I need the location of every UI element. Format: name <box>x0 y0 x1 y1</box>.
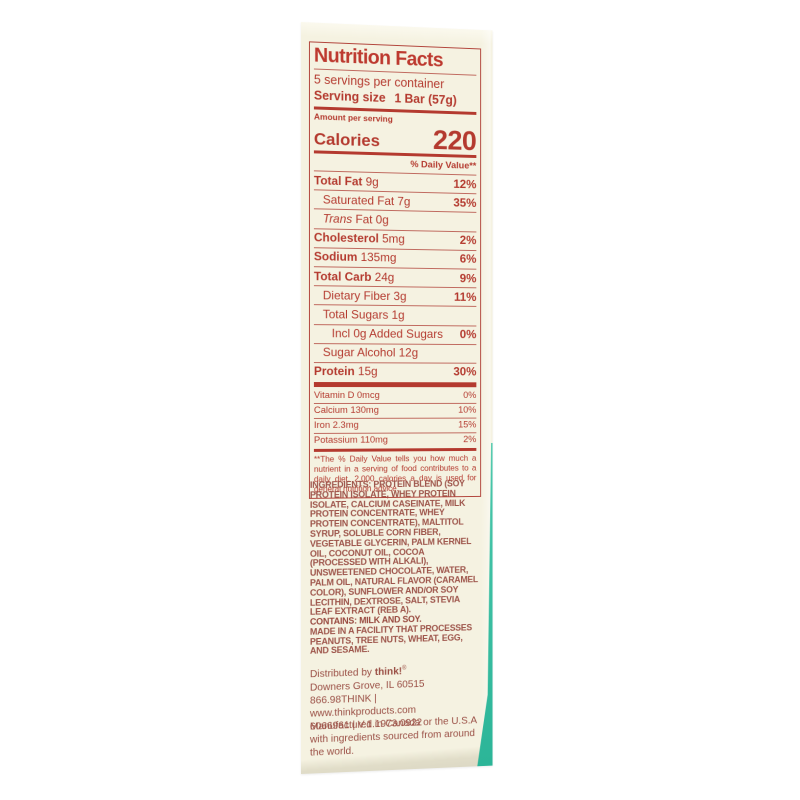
nutrient-dv: 15% <box>458 419 477 431</box>
nutrient-name: Calcium 130mg <box>313 404 379 416</box>
registered-mark: ® <box>402 665 407 672</box>
nutrient-name: Sugar Alcohol 12g <box>322 345 419 360</box>
nutrient-name: Protein 15g <box>313 364 378 379</box>
thick-divider-bar <box>313 382 477 388</box>
nutrition-facts-panel: Nutrition Facts 5 servings per container… <box>308 41 482 500</box>
nutrient-name: Sodium 135mg <box>313 249 397 265</box>
nutrient-row-sugar-alcohol: Sugar Alcohol 12g <box>313 343 477 364</box>
product-package-side-panel: Nutrition Facts 5 servings per container… <box>301 22 493 774</box>
nutrient-name: Trans Fat 0g <box>322 211 389 227</box>
nutrient-row-total-carb: Total Carb 24g 9% <box>313 267 477 289</box>
nutrient-row-dietary-fiber: Dietary Fiber 3g 11% <box>313 286 477 308</box>
package-top-sheen <box>301 22 493 45</box>
nutrient-dv: 35% <box>453 195 477 210</box>
micronutrient-row-iron: Iron 2.3mg 15% <box>313 418 477 435</box>
nutrient-dv: 2% <box>463 434 477 446</box>
calories-value: 220 <box>432 124 477 157</box>
manufactured-statement: Manufactured in Canada or the U.S.A with… <box>309 715 477 759</box>
nutrient-dv: 9% <box>459 270 477 285</box>
calories-label: Calories <box>313 129 380 151</box>
ingredients-text: PROTEIN BLEND (SOY PROTEIN ISOLATE, WHEY… <box>309 478 478 618</box>
nutrient-name: Vitamin D 0mcg <box>313 389 380 401</box>
micronutrient-row-potassium: Potassium 110mg 2% <box>314 434 476 449</box>
nutrient-dv: 11% <box>453 289 477 304</box>
nutrient-name: Cholesterol 5mg <box>313 230 405 247</box>
nutrient-row-sodium: Sodium 135mg 6% <box>313 247 477 270</box>
nutrient-dv: 2% <box>459 233 477 248</box>
micronutrient-row-calcium: Calcium 130mg 10% <box>313 404 477 420</box>
nutrient-name: Dietary Fiber 3g <box>322 287 407 303</box>
facility-statement: MADE IN A FACILITY THAT PROCESSES PEANUT… <box>309 622 472 657</box>
nutrient-dv: 6% <box>459 252 477 267</box>
serving-size-value: 1 Bar (57g) <box>394 91 457 108</box>
divider-bar <box>313 448 477 453</box>
serving-size-label: Serving size <box>313 88 386 105</box>
nutrient-dv: 12% <box>453 176 477 191</box>
calories-row: Calories 220 <box>313 121 477 157</box>
nutrient-row-protein: Protein 15g 30% <box>314 363 476 381</box>
nutrient-name: Saturated Fat 7g <box>322 192 411 209</box>
nutrient-row-total-sugars: Total Sugars 1g <box>313 305 477 327</box>
nutrient-dv: 30% <box>453 365 477 379</box>
micronutrient-row-vitamin-d: Vitamin D 0mcg 0% <box>313 389 477 405</box>
brand-name: think! <box>374 666 403 678</box>
nutrient-dv: 0% <box>463 390 477 401</box>
nutrient-name: Incl 0g Added Sugars <box>331 326 443 342</box>
nutrient-dv: 0% <box>459 327 477 342</box>
nutrition-facts-title: Nutrition Facts <box>313 44 477 76</box>
nutrient-name: Iron 2.3mg <box>313 419 359 431</box>
nutrient-name: Total Carb 24g <box>313 268 395 284</box>
nutrient-row-added-sugars: Incl 0g Added Sugars 0% <box>313 324 477 345</box>
nutrient-dv: 10% <box>458 404 477 416</box>
nutrient-name: Total Sugars 1g <box>322 307 405 322</box>
nutrient-name: Total Fat 9g <box>313 172 379 189</box>
ingredients-statement: INGREDIENTS: PROTEIN BLEND (SOY PROTEIN … <box>309 478 479 618</box>
nutrient-name: Potassium 110mg <box>313 434 388 447</box>
allergen-statement: CONTAINS: MILK AND SOY. MADE IN A FACILI… <box>310 613 479 656</box>
